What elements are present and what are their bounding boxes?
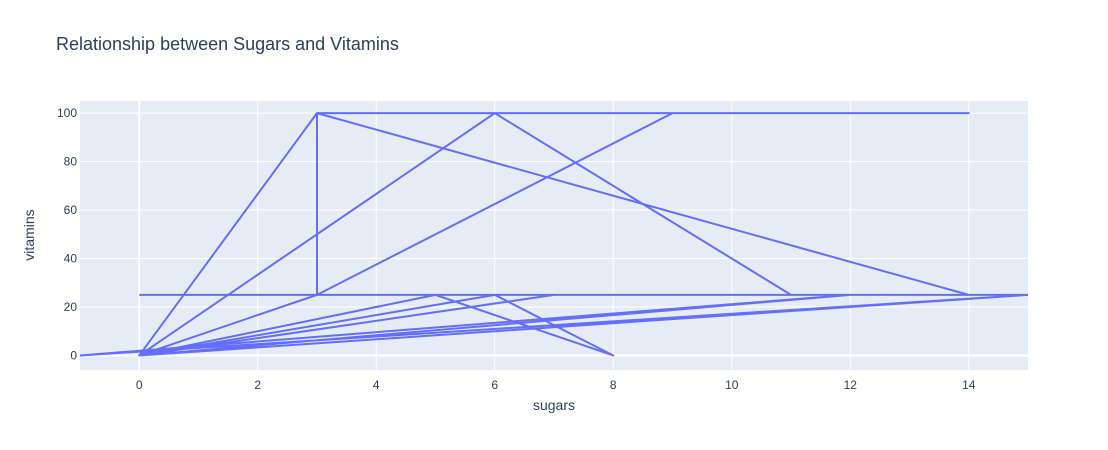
y-tick-label-2: 40 <box>64 252 78 266</box>
y-tick-label-5: 100 <box>57 106 77 120</box>
series-layer <box>80 112 1028 357</box>
y-axis-ticks: 0 20 40 60 80 100 <box>57 106 77 362</box>
x-tick-label-3: 6 <box>491 378 498 392</box>
x-axis-ticks: 0 2 4 6 8 10 12 14 <box>136 378 976 392</box>
x-tick-label-5: 10 <box>725 378 739 392</box>
y-tick-label-3: 60 <box>64 203 78 217</box>
plot-area <box>80 101 1028 370</box>
x-tick-label-2: 4 <box>373 378 380 392</box>
y-axis-title: vitamins <box>21 209 37 260</box>
x-axis-title: sugars <box>533 397 575 413</box>
y-tick-label-0: 0 <box>70 348 77 362</box>
y-tick-label-1: 20 <box>64 300 78 314</box>
x-tick-label-4: 8 <box>610 378 617 392</box>
x-tick-label-6: 12 <box>844 378 858 392</box>
x-tick-label-7: 14 <box>962 378 976 392</box>
series-line-0 <box>80 112 1028 357</box>
x-tick-label-0: 0 <box>136 378 143 392</box>
x-tick-label-1: 2 <box>254 378 261 392</box>
y-tick-label-4: 80 <box>64 155 78 169</box>
chart-title: Relationship between Sugars and Vitamins <box>56 34 399 54</box>
